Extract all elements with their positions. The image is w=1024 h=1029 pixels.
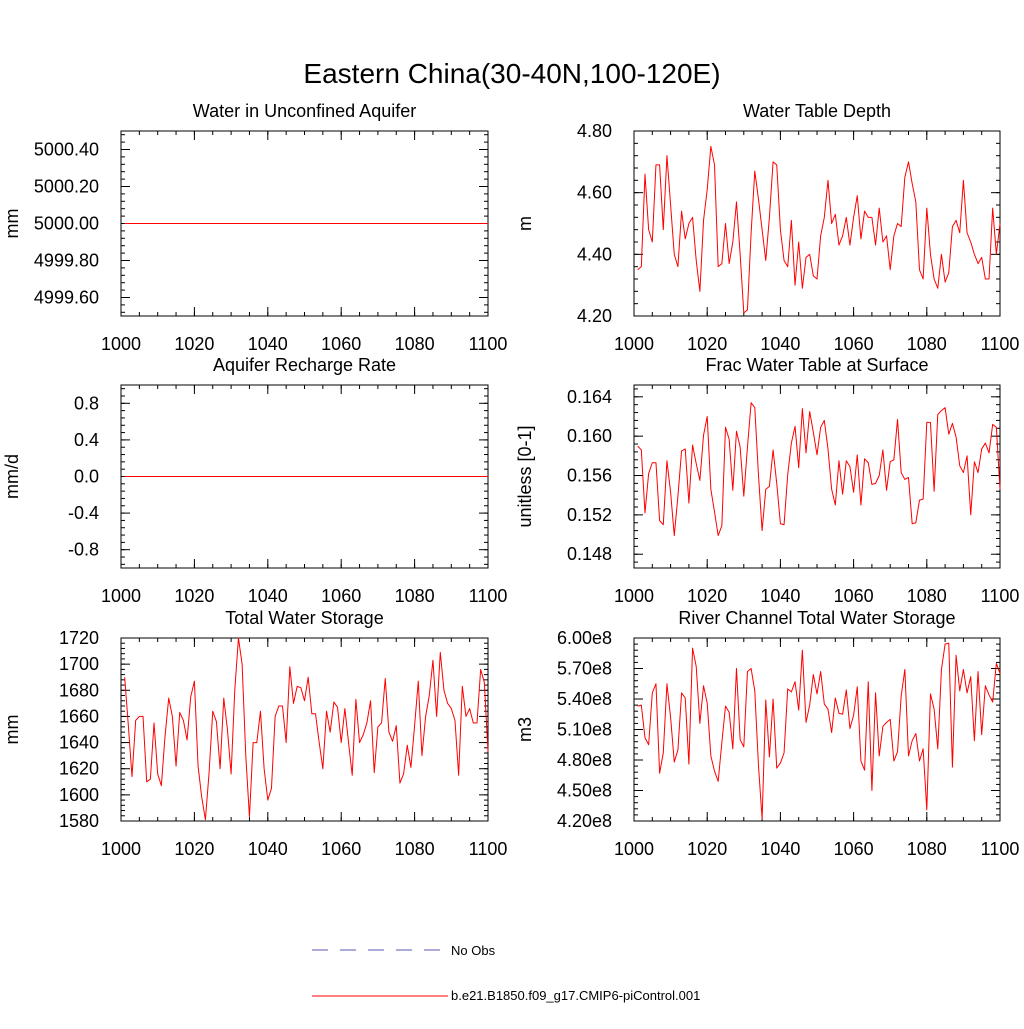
chart-6-y-tick-label: 5.70e8 bbox=[557, 659, 612, 679]
legend-model-label: b.e21.B1850.f09_g17.CMIP6-piControl.001 bbox=[451, 988, 700, 1003]
chart-5-x-tick-label: 1080 bbox=[395, 839, 435, 859]
chart-3-y-tick-label: -0.4 bbox=[68, 503, 99, 523]
chart-2-y-tick-label: 4.80 bbox=[577, 121, 612, 141]
chart-5-x-tick-label: 1040 bbox=[248, 839, 288, 859]
chart-6: River Channel Total Water Storage m3 1000 1… bbox=[515, 608, 1019, 859]
chart-5-y-tick-label: 1660 bbox=[59, 706, 99, 726]
chart-2-x-tick-label: 1060 bbox=[834, 334, 874, 354]
chart-3-x-tick-label: 1100 bbox=[469, 586, 508, 606]
chart-5-x-tick-label: 1000 bbox=[101, 839, 141, 859]
chart-5-x-tick-label: 1060 bbox=[321, 839, 361, 859]
chart-6-ylabel: m3 bbox=[515, 717, 535, 742]
chart-6-x-tick-label: 1080 bbox=[907, 839, 947, 859]
chart-1: Water in Unconfined Aquifer mm 1000 1020 104… bbox=[2, 101, 507, 354]
chart-1-x-tick-label: 1100 bbox=[469, 334, 508, 354]
chart-3-y-tick-label: 0.4 bbox=[74, 430, 99, 450]
chart-6-y-tick-label: 6.00e8 bbox=[557, 628, 612, 648]
chart-5: Total Water Storage mm 1000 1020 1040 1060 108… bbox=[2, 608, 507, 859]
chart-2-series-line bbox=[637, 145, 1001, 314]
chart-3-title: Aquifer Recharge Rate bbox=[213, 355, 396, 375]
chart-3: Aquifer Recharge Rate mm/d 1000 1020 1040 106… bbox=[2, 355, 507, 606]
chart-2-x-tick-label: 1100 bbox=[981, 334, 1020, 354]
chart-1-x-tick-label: 1080 bbox=[395, 334, 435, 354]
chart-4-x-tick-label: 1100 bbox=[981, 586, 1020, 606]
chart-2-x-tick-label: 1000 bbox=[614, 334, 654, 354]
chart-1-y-tick-label: 4999.80 bbox=[34, 251, 99, 271]
chart-6-y-tick-label: 4.80e8 bbox=[557, 750, 612, 770]
chart-1-x-tick-label: 1060 bbox=[321, 334, 361, 354]
chart-2-x-tick-label: 1040 bbox=[760, 334, 800, 354]
chart-3-y-tick-label: 0.8 bbox=[74, 393, 99, 413]
legend: No Obs b.e21.B1850.f09_g17.CMIP6-piContr… bbox=[312, 943, 700, 1003]
chart-6-series-line bbox=[637, 642, 1001, 820]
chart-5-y-tick-label: 1720 bbox=[59, 628, 99, 648]
chart-1-ylabel: mm bbox=[2, 209, 22, 239]
chart-1-y-tick-label: 5000.20 bbox=[34, 177, 99, 197]
chart-5-x-tick-label: 1020 bbox=[174, 839, 214, 859]
chart-3-y-tick-label: 0.0 bbox=[74, 467, 99, 487]
chart-6-x-tick-label: 1100 bbox=[981, 839, 1020, 859]
chart-2-y-tick-label: 4.60 bbox=[577, 183, 612, 203]
chart-1-x-tick-label: 1020 bbox=[174, 334, 214, 354]
chart-3-x-tick-label: 1040 bbox=[248, 586, 288, 606]
chart-2-ylabel: m bbox=[515, 216, 535, 231]
chart-1-y-tick-label: 5000.00 bbox=[34, 214, 99, 234]
chart-5-y-tick-label: 1600 bbox=[59, 785, 99, 805]
chart-4-x-tick-label: 1040 bbox=[760, 586, 800, 606]
chart-4-series-line bbox=[637, 402, 1001, 537]
chart-4-y-tick-label: 0.164 bbox=[567, 387, 612, 407]
chart-6-y-tick-label: 4.50e8 bbox=[557, 781, 612, 801]
legend-obs-label: No Obs bbox=[451, 943, 496, 958]
chart-4-y-tick-label: 0.160 bbox=[567, 426, 612, 446]
chart-5-x-tick-label: 1100 bbox=[469, 839, 508, 859]
chart-6-y-tick-label: 4.20e8 bbox=[557, 811, 612, 831]
chart-2-x-tick-label: 1080 bbox=[907, 334, 947, 354]
chart-6-y-tick-label: 5.40e8 bbox=[557, 689, 612, 709]
chart-4-y-tick-label: 0.152 bbox=[567, 505, 612, 525]
chart-5-y-tick-label: 1700 bbox=[59, 654, 99, 674]
chart-3-x-tick-label: 1000 bbox=[101, 586, 141, 606]
chart-2: Water Table Depth m 1000 1020 1040 1060 1080 11… bbox=[515, 101, 1019, 354]
chart-6-x-tick-label: 1020 bbox=[687, 839, 727, 859]
chart-5-y-tick-label: 1640 bbox=[59, 733, 99, 753]
panels: Water in Unconfined Aquifer mm 1000 1020 104… bbox=[2, 101, 1019, 859]
chart-5-y-tick-label: 1580 bbox=[59, 811, 99, 831]
chart-5-title: Total Water Storage bbox=[225, 608, 383, 628]
chart-6-x-tick-label: 1000 bbox=[614, 839, 654, 859]
chart-4-x-tick-label: 1020 bbox=[687, 586, 727, 606]
chart-6-x-tick-label: 1040 bbox=[760, 839, 800, 859]
chart-1-x-tick-label: 1040 bbox=[248, 334, 288, 354]
chart-3-x-tick-label: 1020 bbox=[174, 586, 214, 606]
figure-title: Eastern China(30-40N,100-120E) bbox=[303, 58, 720, 89]
chart-1-x-tick-label: 1000 bbox=[101, 334, 141, 354]
chart-2-y-tick-label: 4.40 bbox=[577, 244, 612, 264]
chart-3-ylabel: mm/d bbox=[2, 454, 22, 499]
chart-6-title: River Channel Total Water Storage bbox=[678, 608, 955, 628]
chart-4-x-tick-label: 1000 bbox=[614, 586, 654, 606]
chart-1-y-tick-label: 4999.60 bbox=[34, 288, 99, 308]
chart-4: Frac Water Table at Surface unitless [0-1… bbox=[515, 355, 1019, 606]
chart-5-ylabel: mm bbox=[2, 715, 22, 745]
chart-1-y-tick-label: 5000.40 bbox=[34, 140, 99, 160]
chart-4-y-tick-label: 0.156 bbox=[567, 466, 612, 486]
chart-3-x-tick-label: 1060 bbox=[321, 586, 361, 606]
chart-4-title: Frac Water Table at Surface bbox=[705, 355, 928, 375]
chart-5-y-tick-label: 1620 bbox=[59, 759, 99, 779]
chart-3-y-tick-label: -0.8 bbox=[68, 540, 99, 560]
chart-5-series-line bbox=[124, 637, 489, 821]
chart-4-ylabel: unitless [0-1] bbox=[515, 425, 535, 527]
chart-2-x-tick-label: 1020 bbox=[687, 334, 727, 354]
chart-6-x-tick-label: 1060 bbox=[834, 839, 874, 859]
chart-3-x-tick-label: 1080 bbox=[395, 586, 435, 606]
chart-4-x-tick-label: 1080 bbox=[907, 586, 947, 606]
chart-2-title: Water Table Depth bbox=[743, 101, 891, 121]
chart-4-y-tick-label: 0.148 bbox=[567, 544, 612, 564]
chart-1-title: Water in Unconfined Aquifer bbox=[193, 101, 416, 121]
chart-6-y-tick-label: 5.10e8 bbox=[557, 720, 612, 740]
chart-5-y-tick-label: 1680 bbox=[59, 680, 99, 700]
chart-2-y-tick-label: 4.20 bbox=[577, 306, 612, 326]
chart-4-x-tick-label: 1060 bbox=[834, 586, 874, 606]
